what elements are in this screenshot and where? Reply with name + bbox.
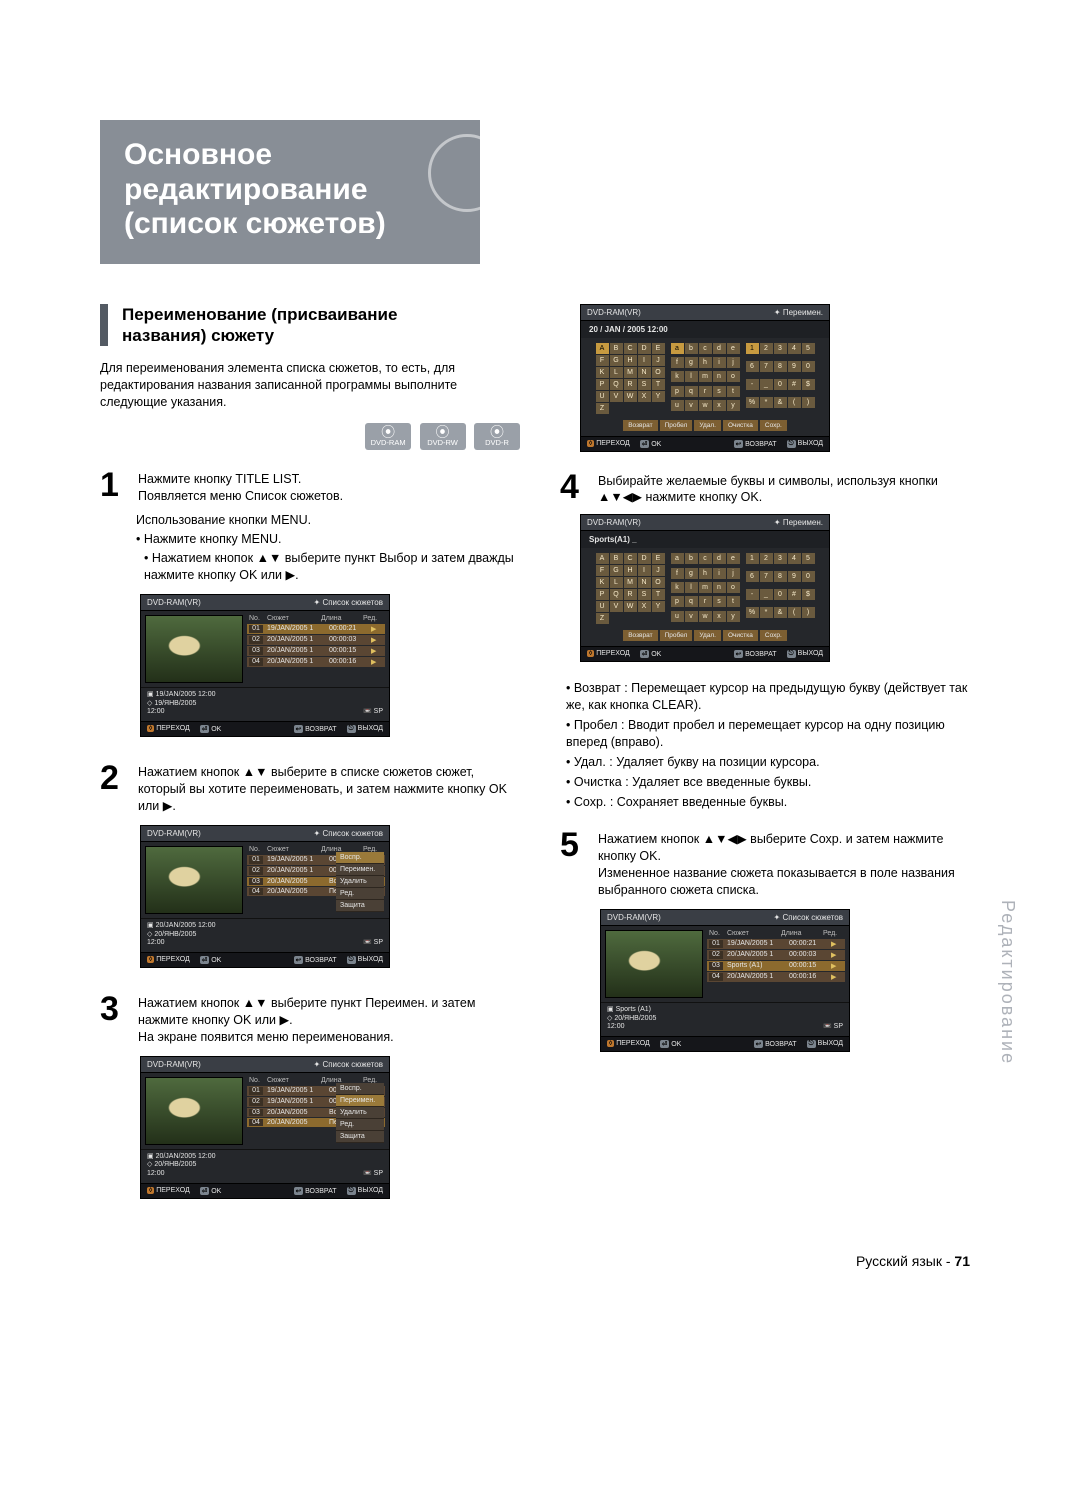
disc-badges: DVD-RAM DVD-RW DVD-R bbox=[100, 423, 520, 450]
osd-keyboard-2: DVD-RAM(VR)✦ Переимен. Sports(A1) _ ABCD… bbox=[580, 514, 830, 662]
section-heading: Переименование (присваивание названия) с… bbox=[100, 304, 520, 347]
osd-step2: DVD-RAM(VR) ✦ Список сюжетов No.СюжетДли… bbox=[140, 825, 390, 968]
step-5: 5 Нажатием кнопок ▲▼◀▶ выберите Сохр. и … bbox=[560, 828, 980, 899]
badge-dvd-rw: DVD-RW bbox=[420, 423, 466, 450]
thumbnail bbox=[145, 615, 243, 683]
osd-step5: DVD-RAM(VR) ✦ Список сюжетов No.СюжетДли… bbox=[600, 909, 850, 1052]
keyboard-button-help: • Возврат : Перемещает курсор на предыду… bbox=[566, 680, 980, 810]
step-3: 3 Нажатием кнопок ▲▼ выберите пункт Пере… bbox=[100, 992, 520, 1046]
left-column: Переименование (присваивание названия) с… bbox=[100, 304, 520, 1223]
step-1: 1 Нажмите кнопку TITLE LIST. Появляется … bbox=[100, 468, 520, 505]
title-line1: Основное редактирование bbox=[124, 138, 368, 206]
osd-step3: DVD-RAM(VR) ✦ Список сюжетов No.СюжетДли… bbox=[140, 1056, 390, 1199]
intro-paragraph: Для переименования элемента списка сюжет… bbox=[100, 360, 520, 411]
osd-step1: DVD-RAM(VR) ✦ Список сюжетов No. Сюжет Д… bbox=[140, 594, 390, 737]
step-2: 2 Нажатием кнопок ▲▼ выберите в списке с… bbox=[100, 761, 520, 815]
page-footer: Русский язык - 71 bbox=[100, 1253, 980, 1269]
context-menu: Воспр. Переимен. Удалить Ред. Защита bbox=[336, 1083, 384, 1143]
step-1-bullets: Использование кнопки MENU. • Нажмите кно… bbox=[136, 512, 520, 584]
page-title: Основное редактирование (список сюжетов) bbox=[100, 120, 480, 264]
step-4: 4 Выбирайте желаемые буквы и символы, ис… bbox=[560, 470, 980, 507]
context-menu: Воспр. Переимен. Удалить Ред. Защита bbox=[336, 852, 384, 912]
right-column: DVD-RAM(VR)✦ Переимен. 20 / JAN / 2005 1… bbox=[560, 304, 980, 1223]
title-line2: (список сюжетов) bbox=[124, 207, 386, 240]
step-1-text: Нажмите кнопку TITLE LIST. Появляется ме… bbox=[138, 468, 343, 505]
badge-dvd-r: DVD-R bbox=[474, 423, 520, 450]
osd-keyboard-1: DVD-RAM(VR)✦ Переимен. 20 / JAN / 2005 1… bbox=[580, 304, 830, 452]
side-tab: Редактирование bbox=[997, 900, 1018, 1065]
badge-dvd-ram: DVD-RAM bbox=[365, 423, 411, 450]
